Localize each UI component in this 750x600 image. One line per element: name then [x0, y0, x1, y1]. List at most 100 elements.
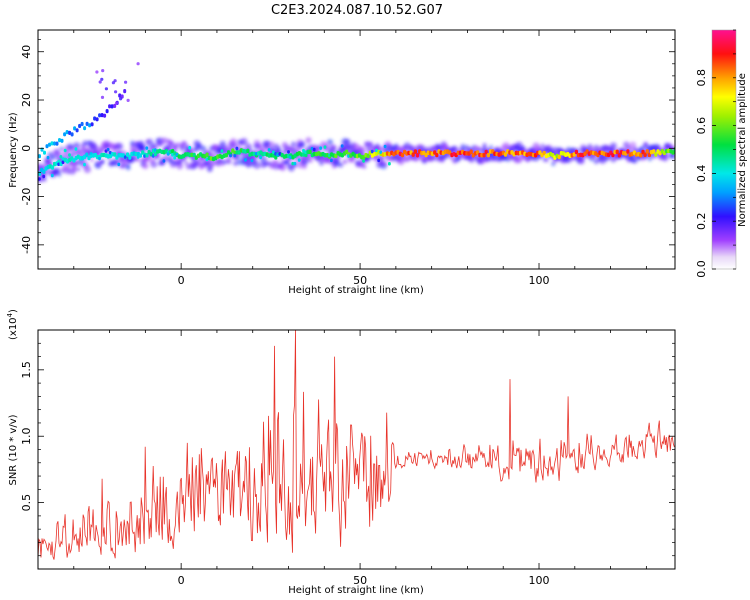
- spectrogram-cell: [104, 149, 108, 153]
- spectrogram-halo-blob: [226, 160, 232, 165]
- spectrogram-halo-blob: [150, 160, 158, 168]
- spectrogram-halo-blob: [83, 165, 92, 174]
- spectrogram-halo-blob: [333, 160, 340, 167]
- spectrogram-cell: [641, 149, 645, 155]
- spectrogram-cell: [78, 123, 82, 129]
- spectrogram-halo-blob: [269, 141, 275, 147]
- spectrogram-cell: [287, 150, 290, 154]
- colorbar-tick-label: 0.8: [695, 69, 708, 87]
- y-tick-label: 0.5: [20, 494, 33, 512]
- chart-title: C2E3.2024.087.10.52.G07: [271, 3, 443, 18]
- snr-scale-label: (x104): [6, 309, 19, 340]
- spectrogram-halo-blob: [275, 146, 282, 152]
- spectrogram-halo-blob: [332, 144, 337, 150]
- spectrogram-cell: [123, 89, 127, 94]
- spectrogram-speckle: [98, 80, 102, 84]
- spectrogram-cell: [366, 153, 370, 159]
- spectrogram-halo-blob: [632, 158, 638, 164]
- spectrogram-halo-blob: [362, 164, 367, 169]
- spectrogram-cell: [98, 113, 102, 118]
- y-tick-label: 1.0: [20, 427, 33, 445]
- spectrogram-cell: [126, 152, 130, 157]
- spectrogram-cell: [75, 128, 79, 133]
- spectrogram-cell: [486, 152, 490, 158]
- spectrogram-cell: [68, 130, 72, 135]
- spectrogram-panel: 0 50 100 -40 -20 0 20 40 Height of straight lin…: [8, 29, 676, 296]
- spectrogram-cell: [145, 153, 149, 158]
- spectrogram-halo-blob: [71, 149, 78, 157]
- y-tick-label: 20: [20, 93, 33, 107]
- spectrogram-cell: [469, 149, 473, 154]
- spectrogram-halo-blob: [197, 143, 201, 148]
- spectrogram-halo-blob: [176, 162, 184, 170]
- y-tick-label: 1.5: [20, 361, 33, 379]
- spectrogram-cell: [50, 173, 54, 178]
- snr-series-line: [38, 330, 675, 560]
- spectrogram-halo-blob: [482, 143, 487, 148]
- spectrogram-halo-blob: [545, 158, 549, 163]
- spectrogram-cell: [302, 148, 305, 153]
- spectrogram-cell: [59, 155, 63, 159]
- snr-ticks: 0 50 100 0.5 1.0 1.5: [20, 330, 675, 587]
- colorbar-gradient: [712, 30, 736, 269]
- spectrogram-halo-blob: [279, 163, 287, 172]
- spectrogram-cell: [113, 103, 117, 108]
- spectrogram-cell: [63, 148, 67, 153]
- spectrogram-speckle: [136, 62, 140, 66]
- spectrogram-frame: [37, 29, 676, 270]
- spectrogram-halo-blob: [57, 173, 62, 177]
- spectrogram-cell: [57, 162, 61, 166]
- spectrogram-cell: [38, 177, 41, 181]
- spectrogram-halo-blob: [609, 142, 617, 150]
- spectrogram-halo-blob: [73, 142, 81, 150]
- spectrogram-cell: [171, 153, 174, 157]
- spectrogram-halo-blob: [338, 162, 344, 168]
- spectrogram-halo-blob: [208, 159, 216, 167]
- spectrogram-speckle: [95, 70, 99, 74]
- spectrogram-halo-blob: [348, 156, 355, 164]
- spectrogram-cell: [42, 174, 46, 179]
- spectrogram-speckle: [104, 87, 108, 91]
- spectrogram-halo-blob: [305, 137, 312, 144]
- spectrogram-cell: [85, 152, 89, 157]
- spectrogram-speckle: [101, 69, 105, 73]
- spectrogram-cell: [65, 130, 69, 135]
- spectrogram-cell: [103, 113, 107, 118]
- spectrogram-halo-blob: [200, 145, 207, 152]
- spectrogram-cell: [654, 152, 658, 157]
- spectrogram-halo-blob: [245, 143, 252, 151]
- spectrogram-cell: [319, 146, 323, 150]
- colorbar-tick-label: 0.6: [695, 117, 708, 135]
- spectrogram-cell: [143, 154, 146, 158]
- spectrogram-halo-blob: [383, 162, 388, 167]
- y-tick-label: -20: [20, 188, 33, 206]
- spectrogram-cell: [626, 149, 630, 154]
- spectrogram-halo-blob: [273, 159, 280, 165]
- spectrogram-halo-blob: [298, 141, 306, 148]
- spectrogram-halo-blob: [50, 156, 56, 161]
- spectrogram-cell: [42, 169, 46, 174]
- spectrogram-cell: [46, 155, 50, 160]
- x-tick-label: 50: [353, 574, 367, 587]
- spectrogram-halo-blob: [54, 167, 61, 175]
- spectrogram-cell: [362, 159, 365, 163]
- spectrogram-halo-blob: [116, 142, 124, 150]
- y-tick-label: 40: [20, 45, 33, 59]
- spectrogram-cell: [89, 154, 93, 159]
- spectrogram-cell: [95, 117, 99, 122]
- spectrogram-cell: [90, 122, 94, 127]
- snr-panel: 0 50 100 0.5 1.0 1.5 Height of straight line …: [6, 309, 676, 596]
- spectrogram-cell: [60, 138, 64, 143]
- spectrogram-halo-blob: [71, 165, 78, 172]
- spectrogram-cell: [43, 150, 46, 155]
- spectrogram-cell: [162, 159, 166, 163]
- spectrogram-halo-blob: [158, 142, 163, 147]
- spectrogram-cell: [246, 148, 250, 154]
- spectrogram-cell: [85, 121, 89, 126]
- spectrogram-cell: [38, 154, 41, 159]
- spectrogram-cell: [50, 141, 54, 146]
- spectrogram-halo-blob: [125, 165, 131, 171]
- spectrogram-cell: [145, 146, 149, 150]
- spectrogram-halo-blob: [358, 146, 367, 154]
